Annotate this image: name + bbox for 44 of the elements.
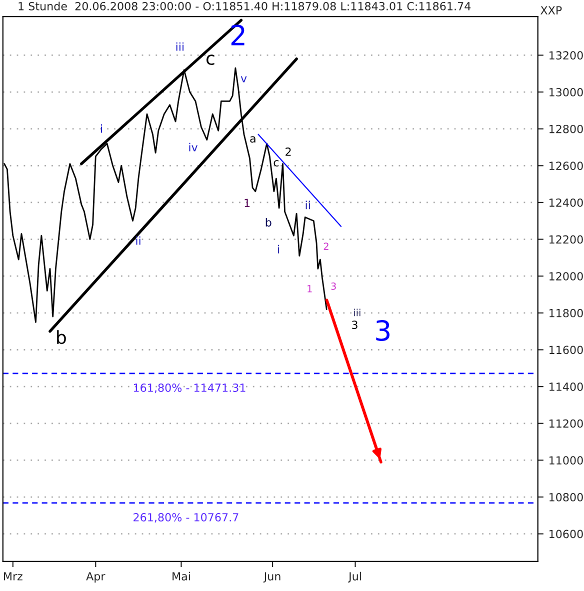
x-tick-label: Jul	[348, 572, 361, 583]
annotation: iv	[189, 142, 198, 152]
annotation: 161,80% - 11471.31	[134, 384, 246, 394]
annotation: i	[101, 124, 102, 133]
annotation: a	[250, 136, 256, 143]
y-tick-label: 11000	[550, 456, 583, 465]
annotation: ii	[306, 200, 310, 210]
annotation: iii	[176, 42, 184, 51]
annotation: ii	[136, 236, 140, 245]
annotation: 2	[324, 242, 328, 250]
y-tick-label: 11800	[550, 308, 583, 318]
annotation: 3	[352, 320, 358, 330]
annotation: 1	[308, 285, 312, 292]
annotation: v	[240, 76, 247, 82]
x-tick-label: Apr	[86, 572, 106, 583]
x-tick-label: Mrz	[4, 572, 22, 580]
y-tick-label: 10600	[550, 530, 583, 538]
y-tick-label: 12600	[550, 162, 583, 170]
annotation: b	[57, 330, 66, 344]
annotation: 3	[376, 320, 390, 342]
annotation: iii	[354, 308, 360, 316]
annotation: 1	[244, 198, 250, 207]
y-tick-label: 13000	[550, 88, 583, 96]
text: XXP	[540, 6, 562, 14]
annotation: 3	[331, 282, 336, 290]
annotation: i	[278, 244, 280, 254]
y-tick-label: 10800	[550, 492, 583, 502]
annotation: b	[266, 218, 272, 227]
y-tick-label: 11600	[550, 346, 583, 354]
x-tick-label: Jun	[263, 572, 280, 583]
y-tick-label: 12000	[550, 272, 583, 280]
y-tick-label: 12800	[550, 124, 583, 134]
chart-title: 1 Stunde 20.06.2008 23:00:00 - O:11851.40 H:11879.08 L:11843.01 C:11861.74	[18, 2, 471, 10]
y-tick-label: 11400	[550, 382, 583, 391]
annotation: 2	[286, 148, 291, 156]
annotation: 261,80% - 10767.7	[134, 513, 238, 523]
y-tick-label: 11200	[550, 419, 583, 428]
y-tick-label: 12200	[550, 235, 583, 244]
x-tick-label: Mai	[172, 572, 190, 580]
annotation: c	[206, 54, 214, 65]
y-tick-label: 12400	[550, 198, 583, 207]
annotation: c	[274, 160, 279, 166]
y-tick-label: 13200	[550, 51, 583, 60]
annotation: 2	[231, 24, 244, 46]
